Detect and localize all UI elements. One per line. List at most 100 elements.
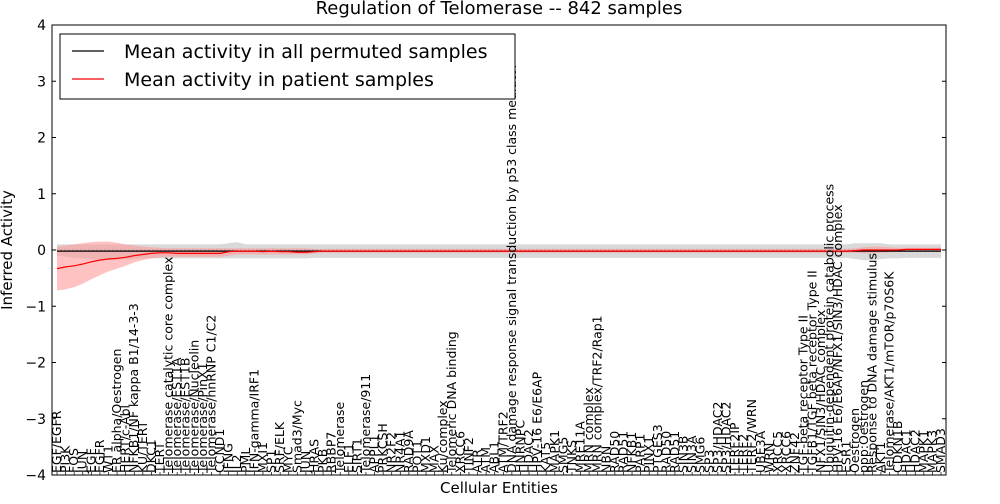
y-tick-label: −2 <box>25 356 46 372</box>
x-tick-label: PINX1 <box>641 436 656 473</box>
x-tick-label: ABL1 <box>487 441 502 473</box>
x-tick-label: RAD50 <box>658 431 673 473</box>
x-tick-label: MAPK1 <box>547 430 562 473</box>
x-tick-label: EGFR <box>92 439 107 473</box>
x-tick-label: NFKB1/NF kappa B1/14-3-3 <box>126 303 141 473</box>
x-tick-label: MAPK3 <box>924 430 939 473</box>
x-tick-label: SMAD3 <box>933 428 948 473</box>
x-tick-label: UBE3A <box>753 430 768 473</box>
x-tick-label: Telomerase/Nucleolin <box>186 340 201 474</box>
x-tick-label: WRN <box>761 443 776 473</box>
x-tick-label: Oestrogen <box>847 408 862 473</box>
x-tick-label: ATM/TRF2 <box>495 411 510 473</box>
x-tick-label: IL2 <box>229 454 244 473</box>
x-tick-label: TERF2 <box>736 434 751 474</box>
chart-title: Regulation of Telomerase -- 842 samples <box>316 0 683 19</box>
x-tick-label: Smad3/Myc <box>289 400 304 473</box>
x-tick-label: ATM <box>478 447 493 473</box>
x-tick-label: TGF-beta receptor Type II <box>796 315 811 474</box>
x-tick-label: MXD1 <box>418 436 433 473</box>
x-tick-label: WT1 <box>101 445 116 473</box>
x-tick-label: IFN-gamma/IRF1 <box>246 369 261 473</box>
x-tick-label: ESR1 <box>839 441 854 473</box>
x-tick-label: SIRT1 <box>349 438 364 473</box>
x-tick-label: DNA damage response signal transduction … <box>504 62 519 473</box>
legend: Mean activity in all permuted samples Me… <box>59 33 516 100</box>
x-tick-label: HNRNPC <box>513 420 528 473</box>
x-tick-label: HPV-16 E6/E6AP <box>530 371 545 473</box>
y-tick-label: 0 <box>37 243 46 259</box>
x-tick-label: HDAC2 <box>521 429 536 473</box>
x-tick-label: CCND1 <box>212 429 227 473</box>
x-tick-label: PKB <box>315 449 330 473</box>
x-tick-label: SMG5 <box>555 437 570 473</box>
x-tick-label: SP1 <box>264 450 279 473</box>
x-tick-label: MRE11A <box>573 421 588 473</box>
x-tick-label: MAPK1 <box>916 430 931 473</box>
x-tick-label: ppp:Oestrogen <box>856 380 871 473</box>
x-tick-label: ZNF42 <box>787 432 802 473</box>
line-patient <box>56 248 941 270</box>
x-tick-label: PI3K <box>58 445 73 473</box>
y-tick-label: −3 <box>25 412 46 428</box>
y-tick-label: −4 <box>25 468 46 484</box>
x-tick-label: NFKB1 <box>624 432 639 473</box>
x-tick-label: RAD51 <box>667 431 682 473</box>
x-tick-label: MAX <box>427 445 442 473</box>
x-tick-label: Telomeric DNA binding <box>444 331 459 474</box>
x-tick-label: AKT1 <box>873 442 888 473</box>
x-tick-label: SIN3B <box>676 436 691 474</box>
x-tick-label: Telomerase/911 <box>358 374 373 474</box>
y-tick-label: 4 <box>37 18 46 34</box>
y-tick-label: 2 <box>37 131 46 147</box>
x-tick-label: ELF1 <box>341 443 356 473</box>
x-tick-label: RBBP7 <box>324 432 339 473</box>
x-axis-label: Cellular Entities <box>440 479 558 497</box>
x-tick-label: Telomerase/hnRNP C1/C2 <box>204 315 219 474</box>
plot-area <box>52 241 946 291</box>
x-tick-label: XRCC5 <box>770 431 785 473</box>
x-tick-label: RAD51 <box>615 431 630 473</box>
x-tick-label: Telomerase/PinX1 <box>195 362 210 474</box>
y-tick-label: −1 <box>25 299 46 315</box>
x-tick-label: Response to DNA damage stimulus <box>864 253 879 473</box>
x-tick-label: NR4A1 <box>392 431 407 474</box>
x-tick-label: NFX1/SIN3/HDAC complex <box>813 310 828 473</box>
x-tick-label: FOS <box>66 448 81 473</box>
x-tick-label: Telomerase catalytic core complex <box>161 257 176 474</box>
x-tick-label: NBN <box>598 446 613 473</box>
x-tick-label: PRKCSH <box>375 423 390 473</box>
x-tick-label: Ku/complex <box>435 400 450 473</box>
legend-label-permuted: Mean activity in all permuted samples <box>124 41 487 63</box>
x-tick-label: HERT/c-Abl <box>118 405 133 473</box>
x-tick-label: CDKN1B <box>890 421 905 473</box>
x-tick-label: MRN complex <box>581 387 596 473</box>
x-tick-label: PTGES3 <box>650 424 665 473</box>
x-tick-label: IFNG <box>221 443 236 473</box>
x-tick-label: Telomerase/EST1A <box>169 357 184 474</box>
x-tick-label: PML <box>238 448 253 473</box>
legend-label-patient: Mean activity in patient samples <box>124 69 434 91</box>
band-patient <box>57 241 941 291</box>
x-tick-label: JUN <box>75 451 90 474</box>
y-axis-label: Inferred Activity <box>0 190 16 310</box>
x-tick-label: Telomerase/AKT1/mTOR/p70S6K <box>882 271 897 474</box>
x-tick-label: Telomerase/EST1B <box>178 358 193 474</box>
x-tick-label: SP3/HDAC2 <box>718 402 733 473</box>
x-tick-label: TERF2IP <box>727 422 742 474</box>
x-tick-label: XRCC6 <box>779 431 794 473</box>
x-tick-label: SIN3A <box>684 435 699 473</box>
x-tick-label: HRAS <box>307 439 322 473</box>
x-tick-label: TERT <box>152 442 167 474</box>
x-tick-label: Ubiquitin-dependent protein catabolic pr… <box>821 184 836 473</box>
x-tick-label: TGFB1/TGF beta receptor Type II <box>804 270 819 474</box>
x-tick-label: XRCC6 <box>452 431 467 473</box>
x-tick-label: HPV-16 E6/E6AP/NFX1/SIN3/HDAC complex <box>830 204 845 473</box>
x-tick-label: EGF <box>83 448 98 473</box>
x-tick-label: ATR <box>470 449 485 473</box>
x-tick-label: SP3 <box>701 450 716 473</box>
legend-box <box>59 33 516 100</box>
x-tick-label: DKC1 <box>143 439 158 473</box>
